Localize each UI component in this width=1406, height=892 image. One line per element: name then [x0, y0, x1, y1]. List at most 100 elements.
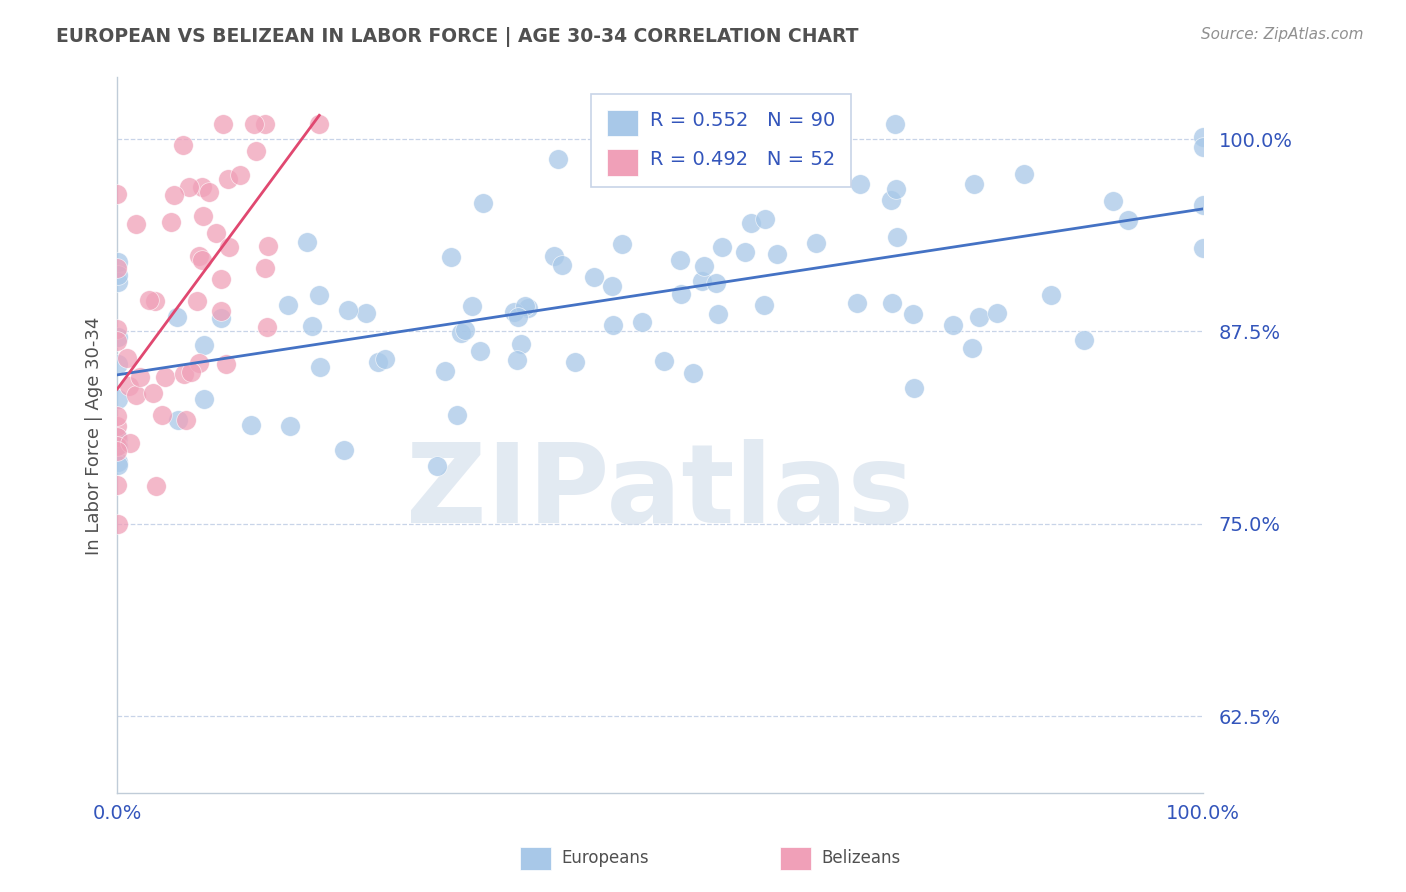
- Point: [107, 275, 129, 289]
- Point: [105, 444, 128, 458]
- Point: [1040, 287, 1063, 301]
- Point: [505, 353, 527, 368]
- Point: [433, 364, 456, 378]
- Point: [1102, 194, 1125, 208]
- Point: [280, 418, 302, 433]
- Point: [107, 439, 129, 453]
- Point: [174, 413, 197, 427]
- Point: [308, 117, 330, 131]
- Point: [1191, 241, 1213, 255]
- Point: [1073, 333, 1095, 347]
- Point: [509, 336, 531, 351]
- Point: [704, 277, 727, 291]
- Point: [439, 250, 461, 264]
- Point: [962, 342, 984, 356]
- Point: [564, 355, 586, 369]
- Point: [354, 306, 377, 320]
- Point: [460, 299, 482, 313]
- Point: [107, 455, 129, 469]
- Point: [602, 318, 624, 332]
- Point: [967, 310, 990, 324]
- Point: [188, 249, 211, 263]
- Point: [804, 235, 827, 250]
- Point: [880, 295, 903, 310]
- Point: [332, 442, 354, 457]
- Point: [942, 318, 965, 333]
- Point: [630, 315, 652, 329]
- Point: [450, 326, 472, 340]
- Point: [336, 303, 359, 318]
- Point: [547, 152, 569, 166]
- Point: [308, 360, 330, 375]
- Point: [145, 479, 167, 493]
- Point: [692, 260, 714, 274]
- Point: [551, 258, 574, 272]
- Point: [245, 144, 267, 158]
- Point: [243, 117, 266, 131]
- Point: [204, 226, 226, 240]
- Point: [1191, 198, 1213, 212]
- Point: [193, 338, 215, 352]
- Point: [105, 477, 128, 491]
- Point: [105, 418, 128, 433]
- Point: [734, 244, 756, 259]
- Point: [240, 418, 263, 433]
- Point: [191, 252, 214, 267]
- Point: [308, 288, 330, 302]
- Point: [711, 240, 734, 254]
- Point: [160, 215, 183, 229]
- Point: [543, 249, 565, 263]
- Point: [128, 370, 150, 384]
- Point: [367, 355, 389, 369]
- Point: [502, 304, 524, 318]
- Point: [211, 117, 233, 131]
- Point: [163, 187, 186, 202]
- Point: [172, 137, 194, 152]
- Point: [1191, 139, 1213, 153]
- Point: [297, 235, 319, 250]
- Point: [257, 239, 280, 253]
- Point: [766, 246, 789, 260]
- Text: Belizeans: Belizeans: [821, 849, 900, 867]
- Point: [253, 260, 276, 275]
- Point: [173, 367, 195, 381]
- Point: [107, 357, 129, 371]
- Point: [105, 409, 128, 424]
- Point: [107, 458, 129, 473]
- Point: [754, 298, 776, 312]
- Point: [107, 431, 129, 445]
- Point: [211, 303, 233, 318]
- Point: [880, 193, 903, 207]
- Point: [740, 216, 762, 230]
- Point: [470, 344, 492, 359]
- Point: [107, 329, 129, 343]
- Point: [143, 293, 166, 308]
- Point: [884, 182, 907, 196]
- Point: [582, 269, 605, 284]
- Point: [107, 254, 129, 268]
- Point: [277, 298, 299, 312]
- Point: [986, 306, 1008, 320]
- Point: [669, 252, 692, 267]
- Point: [218, 240, 240, 254]
- Point: [884, 117, 907, 131]
- Point: [513, 299, 536, 313]
- Point: [301, 318, 323, 333]
- Point: [193, 392, 215, 406]
- Point: [190, 180, 212, 194]
- Point: [754, 211, 776, 226]
- Point: [849, 177, 872, 191]
- Point: [517, 301, 540, 316]
- Point: [374, 351, 396, 366]
- Text: Source: ZipAtlas.com: Source: ZipAtlas.com: [1201, 27, 1364, 42]
- Point: [215, 357, 238, 371]
- Point: [105, 261, 128, 276]
- Point: [166, 310, 188, 325]
- Point: [256, 320, 278, 334]
- Point: [107, 392, 129, 406]
- Point: [669, 286, 692, 301]
- Point: [228, 169, 250, 183]
- Point: [209, 311, 232, 326]
- Point: [472, 195, 495, 210]
- Point: [846, 296, 869, 310]
